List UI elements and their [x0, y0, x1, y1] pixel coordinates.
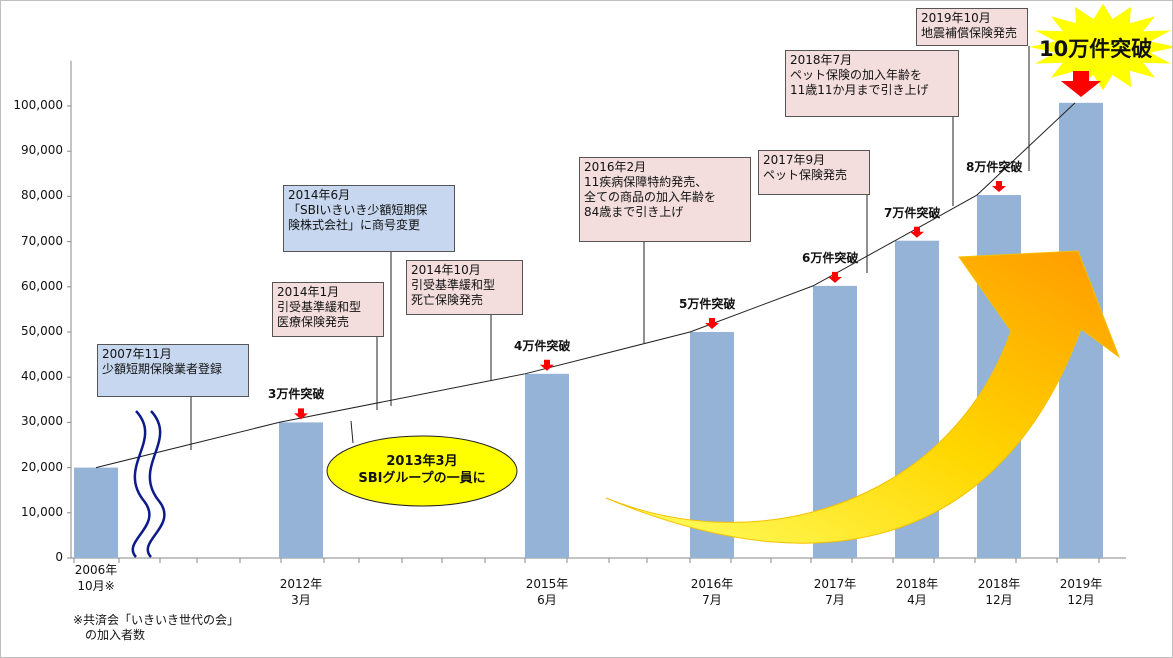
decorations [131, 3, 1172, 558]
x-tick-label: 2019年 12月 [1059, 577, 1103, 607]
milestone-label: 8万件突破 [966, 160, 1023, 175]
y-tick-label: 70,000 [21, 233, 63, 248]
axis-break-mark [131, 410, 151, 558]
milestone-label: 4万件突破 [514, 338, 571, 353]
bar [74, 467, 118, 558]
axes [67, 60, 1126, 563]
event-box: 2018年7月 ペット保険の加入年齢を 11歳11か月まで引き上げ [785, 50, 959, 117]
milestone-label: 5万件突破 [679, 297, 736, 311]
x-tick-label: 2018年 12月 [977, 577, 1021, 607]
x-tick-label: 2012年 3月 [279, 577, 323, 607]
y-tick-label: 30,000 [21, 414, 63, 429]
bar [279, 422, 323, 558]
milestone-arrow [705, 318, 719, 329]
bar [525, 373, 569, 558]
sbi-ellipse [326, 435, 518, 507]
starburst-shape [1029, 3, 1172, 91]
x-tick-label: 2018年 4月 [895, 577, 939, 607]
milestone-arrow [294, 408, 308, 420]
x-tick-label: 2006年 10月※ [74, 563, 118, 593]
y-tick-label: 100,000 [13, 98, 63, 112]
milestone-label: 7万件突破 [884, 205, 941, 220]
footnote: ※共済会「いきいき世代の会」 の加入者数 [73, 613, 240, 642]
event-box: 2019年10月 地震補償保険発売 [916, 8, 1028, 46]
y-tick-label: 0 [55, 550, 63, 564]
event-box: 2014年10月 引受基準緩和型 死亡保険発売 [406, 260, 523, 315]
y-tick-label: 10,000 [21, 504, 63, 519]
x-tick-label: 2015年 6月 [525, 577, 569, 607]
milestone-arrow [540, 359, 554, 371]
event-box: 2017年9月 ペット保険発売 [758, 150, 870, 195]
axis-break-mark [146, 410, 166, 558]
y-tick-label: 60,000 [21, 278, 63, 293]
sbi-leader-line [350, 420, 354, 444]
x-tick-label: 2017年 7月 [813, 577, 857, 607]
milestone-arrow [1061, 71, 1101, 97]
sbi-group-label: 2013年3月 SBIグループの一員に [358, 454, 486, 486]
milestone-arrow [992, 181, 1006, 193]
y-tick-label: 90,000 [21, 143, 63, 158]
event-box: 2014年6月 「SBIいきいき少額短期保 険株式会社」に商号変更 [283, 185, 455, 252]
trend-line [95, 102, 1076, 469]
trend-polyline [95, 102, 1076, 469]
milestone-arrow [828, 271, 842, 283]
growth-arrow [605, 250, 1121, 544]
y-tick-label: 50,000 [21, 324, 63, 338]
y-tick-label: 80,000 [21, 188, 63, 203]
event-box: 2016年2月 11疾病保障特約発売、 全ての商品の加入年齢を 84歳まで引き上… [579, 157, 751, 242]
milestone-label: 3万件突破 [268, 387, 325, 402]
y-tick-label: 40,000 [21, 369, 63, 384]
event-box: 2014年1月 引受基準緩和型 医療保険発売 [272, 282, 384, 337]
event-box: 2007年11月 少額短期保険業者登録 [97, 344, 249, 397]
milestone-label-main: 10万件突破 [1039, 37, 1153, 61]
milestone-label: 6万件突破 [802, 250, 859, 265]
x-tick-label: 2016年 7月 [690, 577, 734, 607]
y-tick-label: 20,000 [21, 459, 63, 474]
milestone-arrow [910, 226, 924, 238]
